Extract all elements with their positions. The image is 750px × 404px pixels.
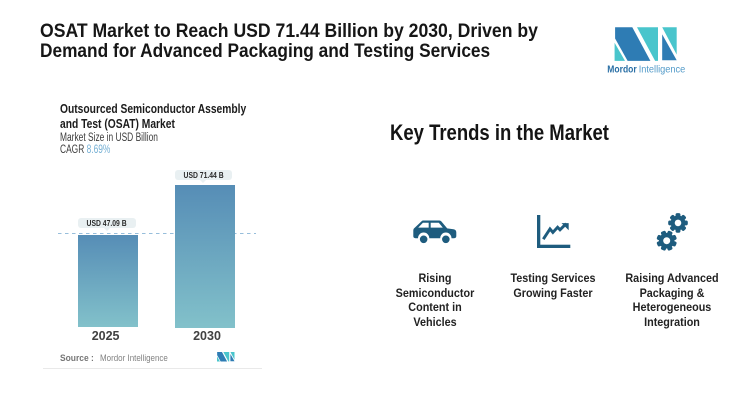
svg-text:Mordor: Mordor: [607, 65, 637, 76]
svg-text:Intelligence: Intelligence: [639, 65, 686, 76]
